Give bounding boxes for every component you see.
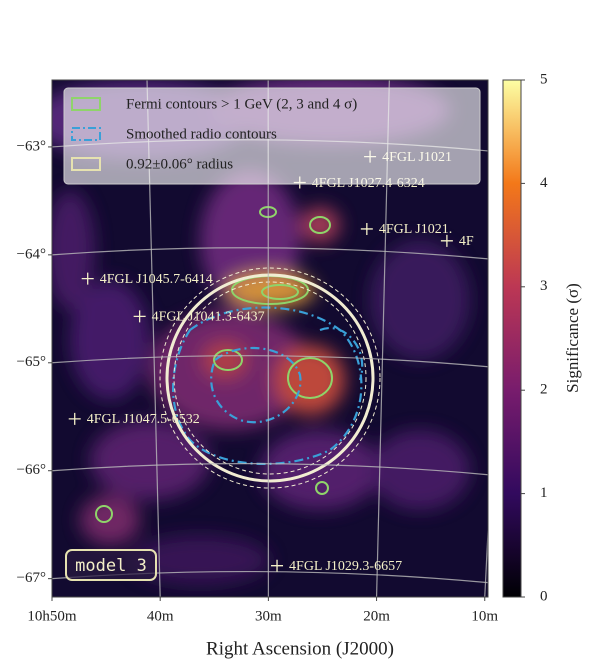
source-label: 4FGL J1047.5-6532: [87, 412, 200, 427]
source-marker: [360, 222, 373, 235]
source-marker: [440, 234, 453, 247]
source-label: 4FGL J1029.3-6657: [289, 559, 402, 574]
x-tick-label: 40m: [147, 608, 174, 624]
legend-swatch: [71, 127, 101, 141]
y-tick-label: −66°: [17, 462, 46, 478]
y-tick-label: −65°: [17, 354, 46, 370]
source-marker: [68, 412, 81, 425]
model-label: model 3: [75, 556, 147, 576]
source-label: 4F: [459, 234, 474, 249]
y-tick-label: −67°: [17, 570, 46, 586]
radius-circle: [165, 273, 375, 483]
source-label: 4FGL J1041.3-6437: [152, 310, 265, 325]
colorbar-tick-label: 1: [540, 485, 548, 501]
x-axis-label: Right Ascension (J2000): [206, 638, 394, 659]
colorbar-tick-label: 5: [540, 71, 548, 87]
colorbar-tick-label: 4: [540, 175, 548, 191]
source-label: 4FGL J1045.7-6414: [100, 272, 213, 287]
colorbar-tick-label: 0: [540, 588, 548, 604]
colorbar-tick-label: 2: [540, 382, 548, 398]
legend-swatch: [71, 97, 101, 111]
grid-line: [52, 463, 488, 476]
y-tick-label: −64°: [17, 246, 46, 262]
legend-swatch: [71, 157, 101, 171]
grid-line: [52, 355, 488, 368]
grid-line: [52, 247, 488, 260]
source-label: 4FGL J1021.: [379, 222, 452, 237]
legend: Fermi contours > 1 GeV (2, 3 and 4 σ) Sm…: [63, 87, 481, 185]
colorbar: [502, 79, 522, 598]
y-tick-label: −63°: [17, 138, 46, 154]
x-tick-label: 30m: [255, 608, 282, 624]
legend-label: Fermi contours > 1 GeV (2, 3 and 4 σ): [126, 96, 357, 112]
legend-label: Smoothed radio contours: [126, 126, 277, 142]
source-marker: [81, 272, 94, 285]
legend-box: [63, 87, 481, 185]
x-tick-label: 10h50m: [27, 608, 77, 624]
colorbar-tick-label: 3: [540, 278, 548, 294]
colorbar-label: Significance (σ): [563, 283, 582, 393]
x-tick-label: 10m: [471, 608, 498, 624]
legend-label: 0.92±0.06° radius: [126, 156, 233, 172]
radio-contours: [172, 306, 364, 466]
source-marker: [133, 310, 146, 323]
plot-frame: [51, 79, 489, 598]
x-tick-label: 20m: [363, 608, 390, 624]
model-box: [65, 549, 157, 581]
grid-line: [52, 585, 53, 597]
radius-inner: [173, 281, 367, 475]
source-marker: [271, 559, 284, 572]
radius-outer: [159, 267, 381, 489]
